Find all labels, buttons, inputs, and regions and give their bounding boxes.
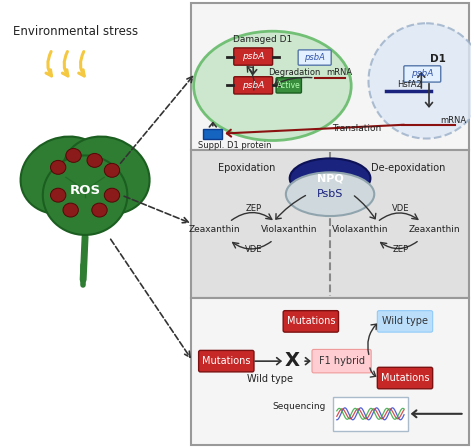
Bar (333, 397, 408, 431)
FancyBboxPatch shape (298, 50, 331, 65)
Text: VDE: VDE (392, 203, 409, 213)
Text: Mutations: Mutations (381, 373, 429, 383)
Text: psbA: psbA (411, 69, 434, 78)
Ellipse shape (51, 188, 66, 202)
Text: psbA: psbA (304, 53, 325, 62)
FancyBboxPatch shape (283, 310, 338, 332)
Text: ZEP: ZEP (392, 246, 408, 254)
Text: Degradation: Degradation (269, 69, 321, 78)
Ellipse shape (194, 31, 351, 141)
Text: Violaxanthin: Violaxanthin (332, 225, 388, 234)
Ellipse shape (92, 203, 107, 217)
Ellipse shape (63, 203, 78, 217)
Ellipse shape (104, 188, 119, 202)
Text: Translation: Translation (332, 124, 382, 133)
Text: Violaxanthin: Violaxanthin (261, 225, 317, 234)
Text: psbA: psbA (242, 81, 264, 90)
Ellipse shape (43, 155, 128, 235)
Text: Epoxidation: Epoxidation (218, 164, 275, 173)
Ellipse shape (87, 154, 102, 168)
Text: HsfA2: HsfA2 (397, 80, 422, 89)
FancyBboxPatch shape (377, 367, 433, 389)
Bar (203, 129, 222, 138)
Text: ROS: ROS (70, 184, 100, 197)
Ellipse shape (51, 160, 66, 174)
Text: De-epoxidation: De-epoxidation (371, 164, 445, 173)
Ellipse shape (20, 137, 107, 214)
Bar (191, 4, 469, 151)
FancyBboxPatch shape (234, 48, 273, 65)
Text: F1 hybrid: F1 hybrid (319, 356, 365, 366)
Text: NPQ: NPQ (317, 173, 344, 183)
Text: Sequencing: Sequencing (273, 402, 326, 411)
Ellipse shape (290, 159, 370, 198)
Text: mRNA: mRNA (440, 116, 467, 125)
Text: Mutations: Mutations (287, 316, 335, 327)
Ellipse shape (63, 137, 150, 214)
Text: Zeaxanthin: Zeaxanthin (189, 225, 241, 234)
Text: ZEP: ZEP (246, 203, 262, 213)
Text: Suppl. D1 protein: Suppl. D1 protein (199, 141, 272, 150)
Text: Environmental stress: Environmental stress (13, 25, 138, 38)
Ellipse shape (66, 148, 81, 162)
Text: Zeaxanthin: Zeaxanthin (409, 225, 461, 234)
Text: D1: D1 (430, 54, 446, 64)
FancyBboxPatch shape (312, 349, 371, 373)
FancyBboxPatch shape (377, 310, 433, 332)
Text: mRNA: mRNA (326, 69, 352, 78)
FancyBboxPatch shape (404, 66, 441, 82)
Text: Damaged D1: Damaged D1 (233, 34, 292, 43)
Ellipse shape (104, 164, 119, 177)
Text: Active: Active (277, 81, 301, 90)
FancyBboxPatch shape (276, 78, 301, 93)
Ellipse shape (286, 172, 374, 216)
Text: X: X (285, 351, 300, 370)
Bar (191, 297, 469, 444)
Bar (191, 151, 469, 297)
Text: VDE: VDE (246, 246, 263, 254)
Text: PsbS: PsbS (317, 189, 343, 199)
FancyBboxPatch shape (234, 77, 273, 94)
FancyBboxPatch shape (199, 350, 254, 372)
Ellipse shape (368, 23, 474, 138)
Text: Mutations: Mutations (202, 356, 251, 366)
Text: Wild type: Wild type (247, 374, 293, 384)
Text: psbA: psbA (242, 52, 264, 61)
Text: Wild type: Wild type (382, 316, 428, 327)
